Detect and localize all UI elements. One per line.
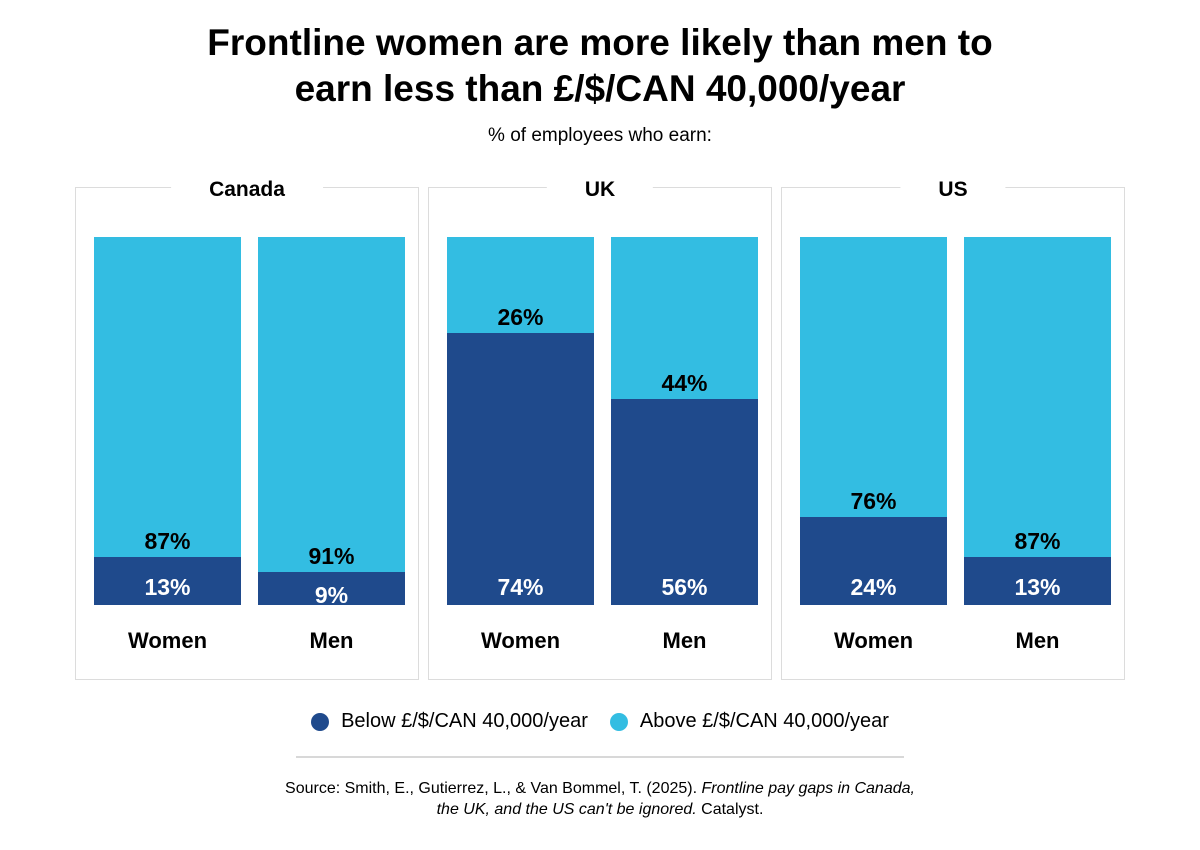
- title-line-1: Frontline women are more likely than men…: [207, 22, 993, 63]
- data-label-below: 56%: [661, 574, 708, 600]
- source-prefix: Source: Smith, E., Gutierrez, L., & Van …: [285, 780, 702, 797]
- bar-segment-below: [258, 571, 405, 605]
- data-label-above: 91%: [308, 542, 355, 569]
- legend: Below £/$/CAN 40,000/year Above £/$/CAN …: [0, 710, 1200, 733]
- category-label: Women: [127, 628, 208, 653]
- data-label-below: 13%: [144, 574, 191, 600]
- category-label: Women: [480, 628, 561, 653]
- category-label: Women: [833, 628, 914, 653]
- chart-subtitle: % of employees who earn:: [488, 125, 712, 146]
- data-label-above: 44%: [661, 369, 708, 396]
- bar-us-men: 87% 13%: [964, 237, 1111, 605]
- legend-label-above: Above £/$/CAN 40,000/year: [639, 710, 889, 732]
- data-label-below: 9%: [314, 582, 349, 608]
- data-label-above: 87%: [144, 528, 191, 555]
- panel-uk: UK 26% 74% Women 44% 56% Men: [428, 178, 772, 680]
- legend-dot-below-icon: [311, 712, 330, 731]
- category-label: Men: [662, 628, 707, 653]
- bar-us-women: 76% 24%: [800, 237, 947, 605]
- bar-segment-below: [447, 332, 594, 605]
- bar-segment-below: [800, 516, 947, 605]
- legend-label-below: Below £/$/CAN 40,000/year: [341, 710, 588, 732]
- legend-item-below: Below £/$/CAN 40,000/year: [311, 710, 588, 733]
- divider: [296, 756, 904, 758]
- category-label: Men: [1015, 628, 1060, 653]
- data-label-below: 24%: [850, 574, 897, 600]
- panel-title: UK: [546, 178, 654, 202]
- panel-title: US: [900, 178, 1006, 202]
- source-title-part1: Frontline pay gaps in Canada,: [701, 780, 915, 797]
- panel-canada: Canada 87% 13% Women 91% 9% Men: [75, 178, 419, 680]
- bar-uk-women: 26% 74%: [447, 237, 594, 605]
- source-citation: Source: Smith, E., Gutierrez, L., & Van …: [0, 778, 1200, 820]
- legend-item-above: Above £/$/CAN 40,000/year: [609, 710, 889, 733]
- bar-uk-men: 44% 56%: [611, 237, 758, 605]
- data-label-above: 76%: [850, 487, 897, 514]
- panel-us: US 76% 24% Women 87% 13% Men: [781, 178, 1125, 680]
- source-suffix: Catalyst.: [696, 801, 764, 818]
- panel-title: Canada: [171, 178, 323, 202]
- legend-dot-above-icon: [609, 712, 628, 731]
- source-title-part2: the UK, and the US can't be ignored.: [436, 801, 697, 818]
- chart-title: Frontline women are more likely than men…: [0, 20, 1200, 112]
- bar-canada-women: 87% 13%: [94, 237, 241, 605]
- bar-segment-below: [964, 557, 1111, 605]
- category-label: Men: [309, 628, 354, 653]
- bar-segment-below: [611, 398, 758, 605]
- data-label-above: 26%: [497, 303, 544, 330]
- data-label-above: 87%: [1014, 528, 1061, 555]
- bar-segment-below: [94, 557, 241, 605]
- data-label-below: 74%: [497, 574, 544, 600]
- data-label-below: 13%: [1014, 574, 1061, 600]
- bar-canada-men: 91% 9%: [258, 237, 405, 608]
- title-line-2: earn less than £/$/CAN 40,000/year: [294, 68, 906, 109]
